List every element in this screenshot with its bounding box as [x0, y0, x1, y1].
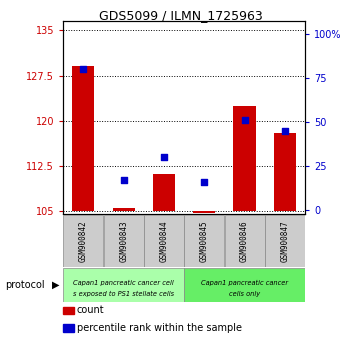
- Text: Capan1 pancreatic cancer: Capan1 pancreatic cancer: [201, 280, 288, 286]
- Bar: [64, 215, 103, 267]
- Text: GSM900845: GSM900845: [200, 220, 209, 262]
- Text: GDS5099 / ILMN_1725963: GDS5099 / ILMN_1725963: [99, 9, 262, 22]
- Text: GSM900846: GSM900846: [240, 220, 249, 262]
- Bar: [274, 133, 296, 211]
- Point: [81, 67, 86, 72]
- Point: [242, 118, 248, 123]
- Point: [161, 154, 167, 160]
- Bar: [265, 215, 305, 267]
- Point: [201, 179, 207, 184]
- Text: ▶: ▶: [52, 280, 60, 290]
- Text: GSM900843: GSM900843: [119, 220, 128, 262]
- Bar: [193, 211, 216, 213]
- Point: [121, 177, 126, 183]
- Text: protocol: protocol: [5, 280, 45, 290]
- Point: [282, 128, 288, 134]
- Bar: [225, 215, 265, 267]
- Bar: [234, 105, 256, 211]
- Bar: [113, 207, 135, 211]
- Bar: [144, 215, 184, 267]
- Bar: [63, 268, 184, 302]
- Text: GSM900844: GSM900844: [160, 220, 169, 262]
- Text: GSM900847: GSM900847: [280, 220, 290, 262]
- Bar: [153, 174, 175, 211]
- Text: percentile rank within the sample: percentile rank within the sample: [77, 323, 242, 333]
- Text: s exposed to PS1 stellate cells: s exposed to PS1 stellate cells: [73, 291, 174, 297]
- Bar: [72, 67, 95, 211]
- Text: cells only: cells only: [229, 291, 260, 297]
- Bar: [104, 215, 144, 267]
- Text: Capan1 pancreatic cancer cell: Capan1 pancreatic cancer cell: [73, 280, 174, 286]
- Bar: [184, 215, 224, 267]
- Text: GSM900842: GSM900842: [79, 220, 88, 262]
- Text: count: count: [77, 306, 105, 315]
- Bar: [184, 268, 305, 302]
